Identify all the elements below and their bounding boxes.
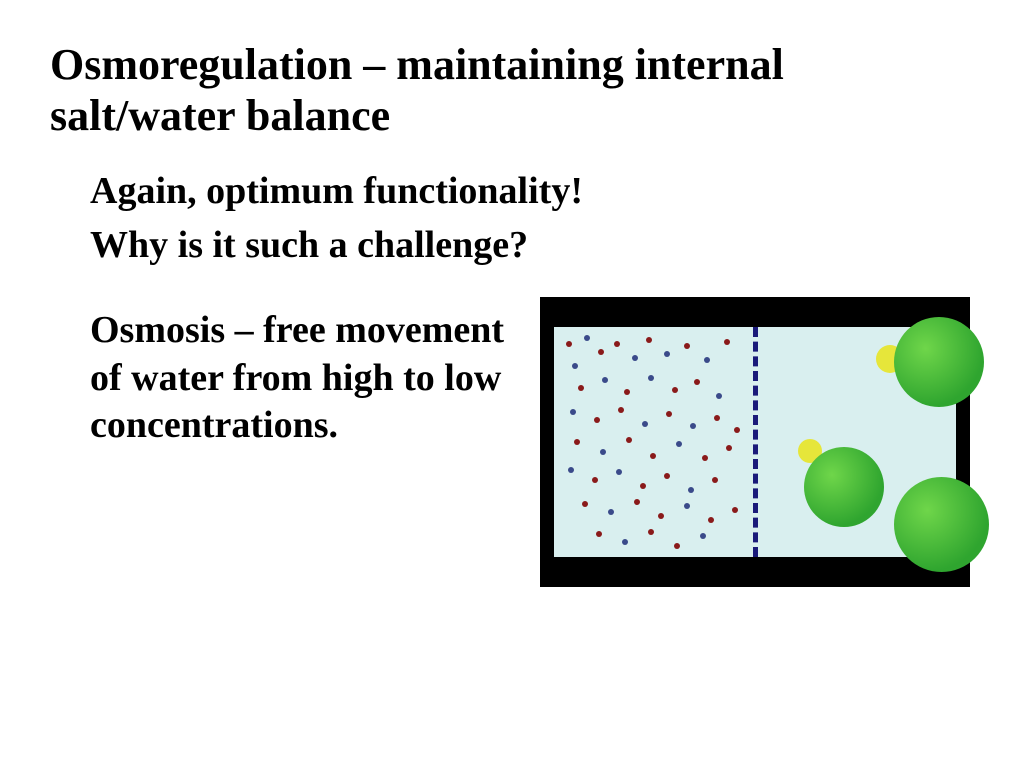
particle-dot [568,467,574,473]
subtitle-line-1: Again, optimum functionality! [90,169,974,213]
particle-dot [622,539,628,545]
particle-dot [570,409,576,415]
particle-dot [640,483,646,489]
particle-dot [684,343,690,349]
particle-dot [632,355,638,361]
particle-dot [584,335,590,341]
particle-dot [694,379,700,385]
particle-dot [648,529,654,535]
particle-dot [714,415,720,421]
particle-dot [666,411,672,417]
particle-dot [672,387,678,393]
osmosis-diagram [540,297,970,587]
particle-dot [676,441,682,447]
particle-dot [664,351,670,357]
particle-dot [712,477,718,483]
particle-dot [624,389,630,395]
particle-dot [708,517,714,523]
particle-dot [642,421,648,427]
particle-dot [616,469,622,475]
particle-dot [716,393,722,399]
particle-dot [734,427,740,433]
particle-dot [600,449,606,455]
particle-dot [614,341,620,347]
cell-sphere [804,447,884,527]
particle-dot [648,375,654,381]
particle-dot [724,339,730,345]
particle-dot [684,503,690,509]
particle-dot [582,501,588,507]
particle-dot [608,509,614,515]
particle-dot [664,473,670,479]
particle-dot [646,337,652,343]
particle-dot [592,477,598,483]
content-row: Osmosis – free movement of water from hi… [50,307,974,587]
particle-dot [594,417,600,423]
particle-dot [578,385,584,391]
diagram-canvas [554,327,956,557]
particle-dot [602,377,608,383]
membrane-line [753,327,758,557]
particle-dot [634,499,640,505]
particle-dot [626,437,632,443]
particle-dot [572,363,578,369]
particle-dot [726,445,732,451]
particle-dot [732,507,738,513]
particle-dot [598,349,604,355]
particle-dot [618,407,624,413]
particle-dot [674,543,680,549]
particle-dot [702,455,708,461]
particle-dot [688,487,694,493]
definition-text: Osmosis – free movement of water from hi… [90,307,530,450]
slide-title: Osmoregulation – maintaining internal sa… [50,40,974,141]
particle-dot [658,513,664,519]
particle-dot [596,531,602,537]
subtitle-line-2: Why is it such a challenge? [90,223,974,267]
particle-dot [650,453,656,459]
particle-dot [690,423,696,429]
particle-dot [700,533,706,539]
particle-dot [704,357,710,363]
cell-sphere [894,317,984,407]
particle-dot [566,341,572,347]
slide: Osmoregulation – maintaining internal sa… [0,0,1024,627]
particle-dot [574,439,580,445]
cell-sphere [894,477,989,572]
